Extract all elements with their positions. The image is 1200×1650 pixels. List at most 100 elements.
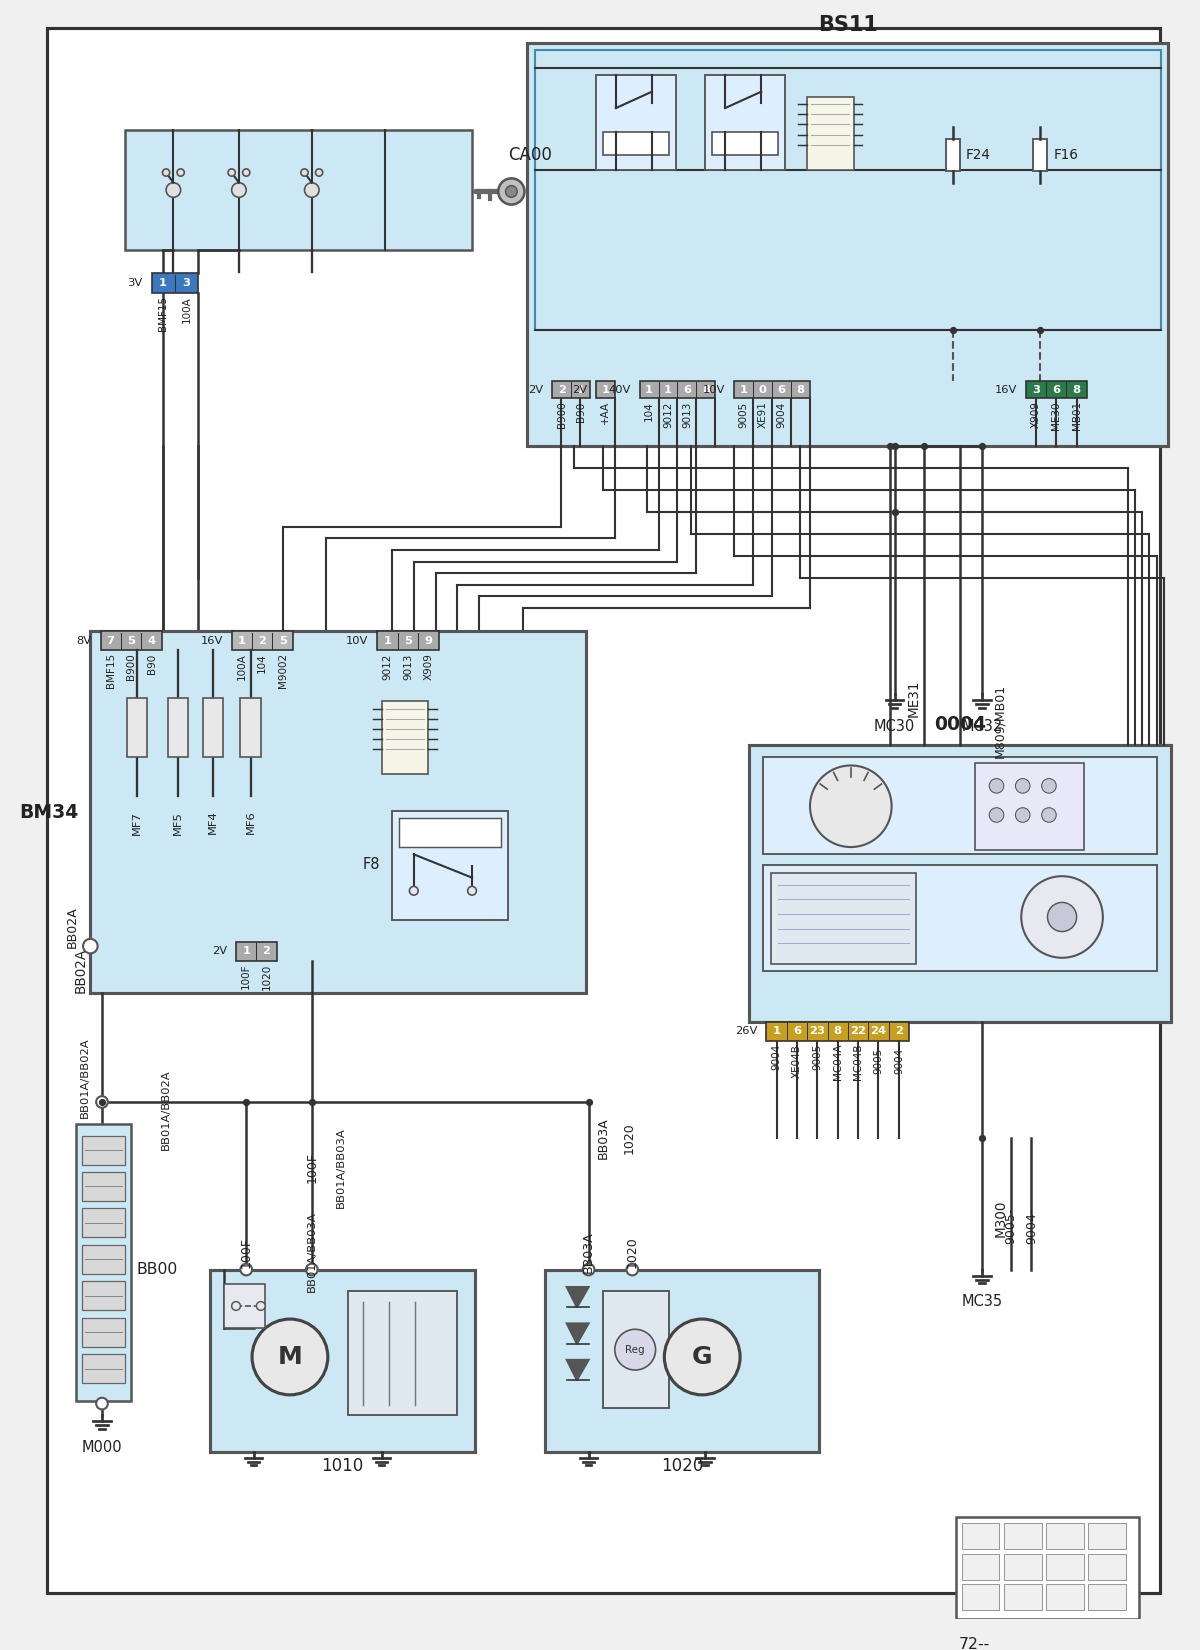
Text: M300: M300	[994, 1200, 1008, 1238]
Text: 100A: 100A	[181, 297, 192, 323]
Text: 9012: 9012	[383, 653, 392, 680]
Text: XE91: XE91	[757, 401, 768, 427]
Bar	[101, 632, 162, 650]
Text: 9004: 9004	[776, 401, 787, 427]
Text: 40V: 40V	[608, 384, 631, 394]
Circle shape	[468, 886, 476, 896]
Bar	[946, 139, 960, 172]
Text: 0: 0	[758, 384, 767, 394]
Bar	[151, 272, 198, 294]
Text: MF7: MF7	[132, 810, 142, 835]
Text: B90: B90	[576, 401, 586, 421]
Text: 8: 8	[797, 384, 805, 394]
Circle shape	[810, 766, 892, 846]
Bar	[125, 130, 472, 249]
Circle shape	[626, 1264, 638, 1275]
Text: MC04B: MC04B	[853, 1044, 863, 1081]
Text: 1020: 1020	[262, 964, 271, 990]
Text: 1: 1	[739, 384, 748, 394]
Text: 2V: 2V	[528, 384, 544, 394]
Circle shape	[232, 1302, 240, 1310]
Text: BMF15: BMF15	[106, 653, 115, 688]
Bar	[382, 701, 428, 774]
Text: MC32: MC32	[961, 719, 1002, 734]
Text: 22: 22	[850, 1026, 866, 1036]
Bar	[400, 818, 502, 846]
Bar	[1088, 1584, 1126, 1610]
Text: BB01A/BB03A: BB01A/BB03A	[336, 1127, 346, 1208]
Text: 2: 2	[895, 1026, 902, 1036]
Text: XE04B: XE04B	[792, 1044, 802, 1077]
Text: 100F: 100F	[240, 1236, 253, 1267]
Text: 10V: 10V	[703, 384, 726, 394]
Text: 1: 1	[601, 384, 610, 394]
Bar	[82, 1172, 125, 1201]
Text: 7: 7	[107, 635, 115, 645]
Text: 2V: 2V	[572, 384, 587, 394]
Text: X909: X909	[424, 653, 433, 680]
Text: 23: 23	[809, 1026, 826, 1036]
Bar	[1046, 1554, 1084, 1579]
Text: 1020: 1020	[661, 1457, 703, 1475]
Text: 8: 8	[702, 384, 710, 394]
Circle shape	[162, 168, 169, 177]
Text: 3: 3	[1032, 384, 1040, 394]
Bar	[955, 1518, 1139, 1619]
Text: 8V: 8V	[77, 635, 91, 645]
Circle shape	[989, 779, 1003, 794]
Text: 1: 1	[576, 384, 584, 394]
Circle shape	[257, 1302, 265, 1310]
Bar	[552, 381, 590, 398]
Text: F24: F24	[966, 148, 991, 162]
Text: 1: 1	[238, 635, 246, 645]
Text: 100A: 100A	[236, 653, 247, 680]
Text: 6: 6	[778, 384, 786, 394]
Circle shape	[505, 186, 517, 198]
Text: 6: 6	[683, 384, 691, 394]
Bar	[1088, 1523, 1126, 1549]
Circle shape	[498, 178, 524, 205]
Text: 1020: 1020	[623, 1122, 636, 1155]
Text: 26V: 26V	[736, 1026, 757, 1036]
Text: BB02A: BB02A	[66, 906, 79, 949]
Circle shape	[178, 168, 185, 177]
Bar	[76, 1124, 131, 1401]
Text: 104: 104	[257, 653, 268, 673]
Text: 9004-: 9004-	[894, 1044, 904, 1074]
Text: B900: B900	[126, 653, 136, 680]
Text: X909: X909	[1031, 401, 1040, 427]
Bar	[604, 1292, 668, 1407]
Circle shape	[305, 183, 319, 198]
Bar	[82, 1318, 125, 1346]
Circle shape	[1015, 779, 1030, 794]
Text: BB01A/BB02A: BB01A/BB02A	[161, 1069, 172, 1150]
Text: MC35: MC35	[961, 1294, 1002, 1310]
Text: 100F: 100F	[241, 964, 251, 988]
Bar	[82, 1280, 125, 1310]
Text: 16V: 16V	[200, 635, 223, 645]
Circle shape	[1042, 779, 1056, 794]
Circle shape	[583, 1264, 594, 1275]
Text: 100F: 100F	[305, 1152, 318, 1183]
Text: 9005: 9005	[739, 401, 749, 427]
Circle shape	[1042, 808, 1056, 822]
Circle shape	[96, 1096, 108, 1107]
Text: G: G	[692, 1345, 713, 1370]
Text: 10V: 10V	[347, 635, 368, 645]
Text: BS11: BS11	[818, 15, 878, 35]
Bar	[1026, 381, 1087, 398]
Text: 1: 1	[384, 635, 391, 645]
Text: MF4: MF4	[208, 810, 217, 835]
Bar	[770, 873, 917, 964]
Text: 9005-: 9005-	[874, 1044, 883, 1074]
Text: 1: 1	[160, 279, 167, 289]
Text: 9004-: 9004-	[1025, 1208, 1038, 1244]
Text: ME31: ME31	[906, 680, 920, 716]
Text: F16: F16	[1054, 148, 1078, 162]
Text: 1: 1	[773, 1026, 780, 1036]
Circle shape	[96, 1398, 108, 1409]
Text: 24: 24	[870, 1026, 887, 1036]
Text: BB03A: BB03A	[582, 1231, 595, 1272]
Circle shape	[301, 168, 308, 177]
Text: CA00: CA00	[509, 147, 552, 163]
